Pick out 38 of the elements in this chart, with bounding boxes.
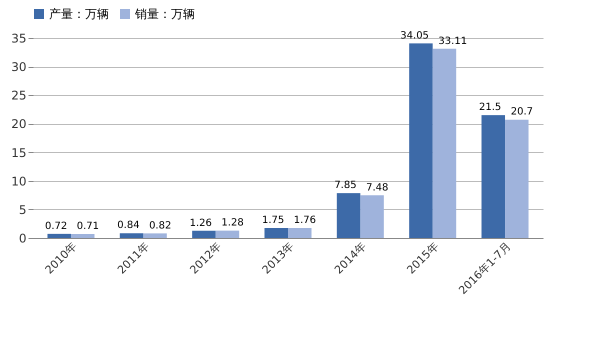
y-tick-label: 30: [11, 60, 26, 74]
legend-label: 销量：万辆: [134, 7, 195, 21]
bar: [47, 234, 71, 238]
bar: [120, 233, 144, 238]
data-label: 0.84: [117, 220, 140, 232]
y-tick-label: 35: [11, 32, 26, 46]
y-tick-label: 15: [11, 146, 26, 160]
data-label: 33.11: [438, 36, 468, 47]
data-label: 1.76: [294, 214, 316, 226]
data-label: 1.75: [262, 215, 284, 226]
bar: [216, 230, 240, 238]
data-label: 21.5: [479, 102, 502, 114]
data-label: 34.05: [400, 30, 429, 42]
y-tick-label: 5: [18, 202, 26, 217]
data-label: 0.71: [76, 220, 99, 232]
bar: [432, 48, 456, 238]
data-label: 20.7: [510, 106, 534, 118]
bar: [336, 193, 360, 238]
y-tick-label: 0: [18, 232, 26, 246]
data-label: 1.28: [221, 218, 244, 229]
bar: [143, 233, 167, 238]
bar: [288, 228, 312, 238]
bar: [360, 195, 384, 238]
y-tick-label: 10: [11, 174, 26, 188]
data-label: 1.26: [190, 218, 212, 229]
bar: [482, 115, 506, 238]
bar: [70, 234, 94, 238]
bar: [409, 43, 433, 238]
bar: [264, 228, 288, 238]
y-tick-label: 20: [11, 117, 26, 132]
bar: [192, 230, 216, 238]
y-tick-label: 25: [11, 88, 26, 103]
data-label: 0.82: [149, 220, 172, 232]
data-label: 7.48: [366, 182, 388, 194]
data-label: 0.72: [44, 220, 68, 232]
bar: [505, 120, 529, 238]
legend-label: 产量：万辆: [49, 7, 109, 21]
data-label: 7.85: [334, 180, 357, 192]
